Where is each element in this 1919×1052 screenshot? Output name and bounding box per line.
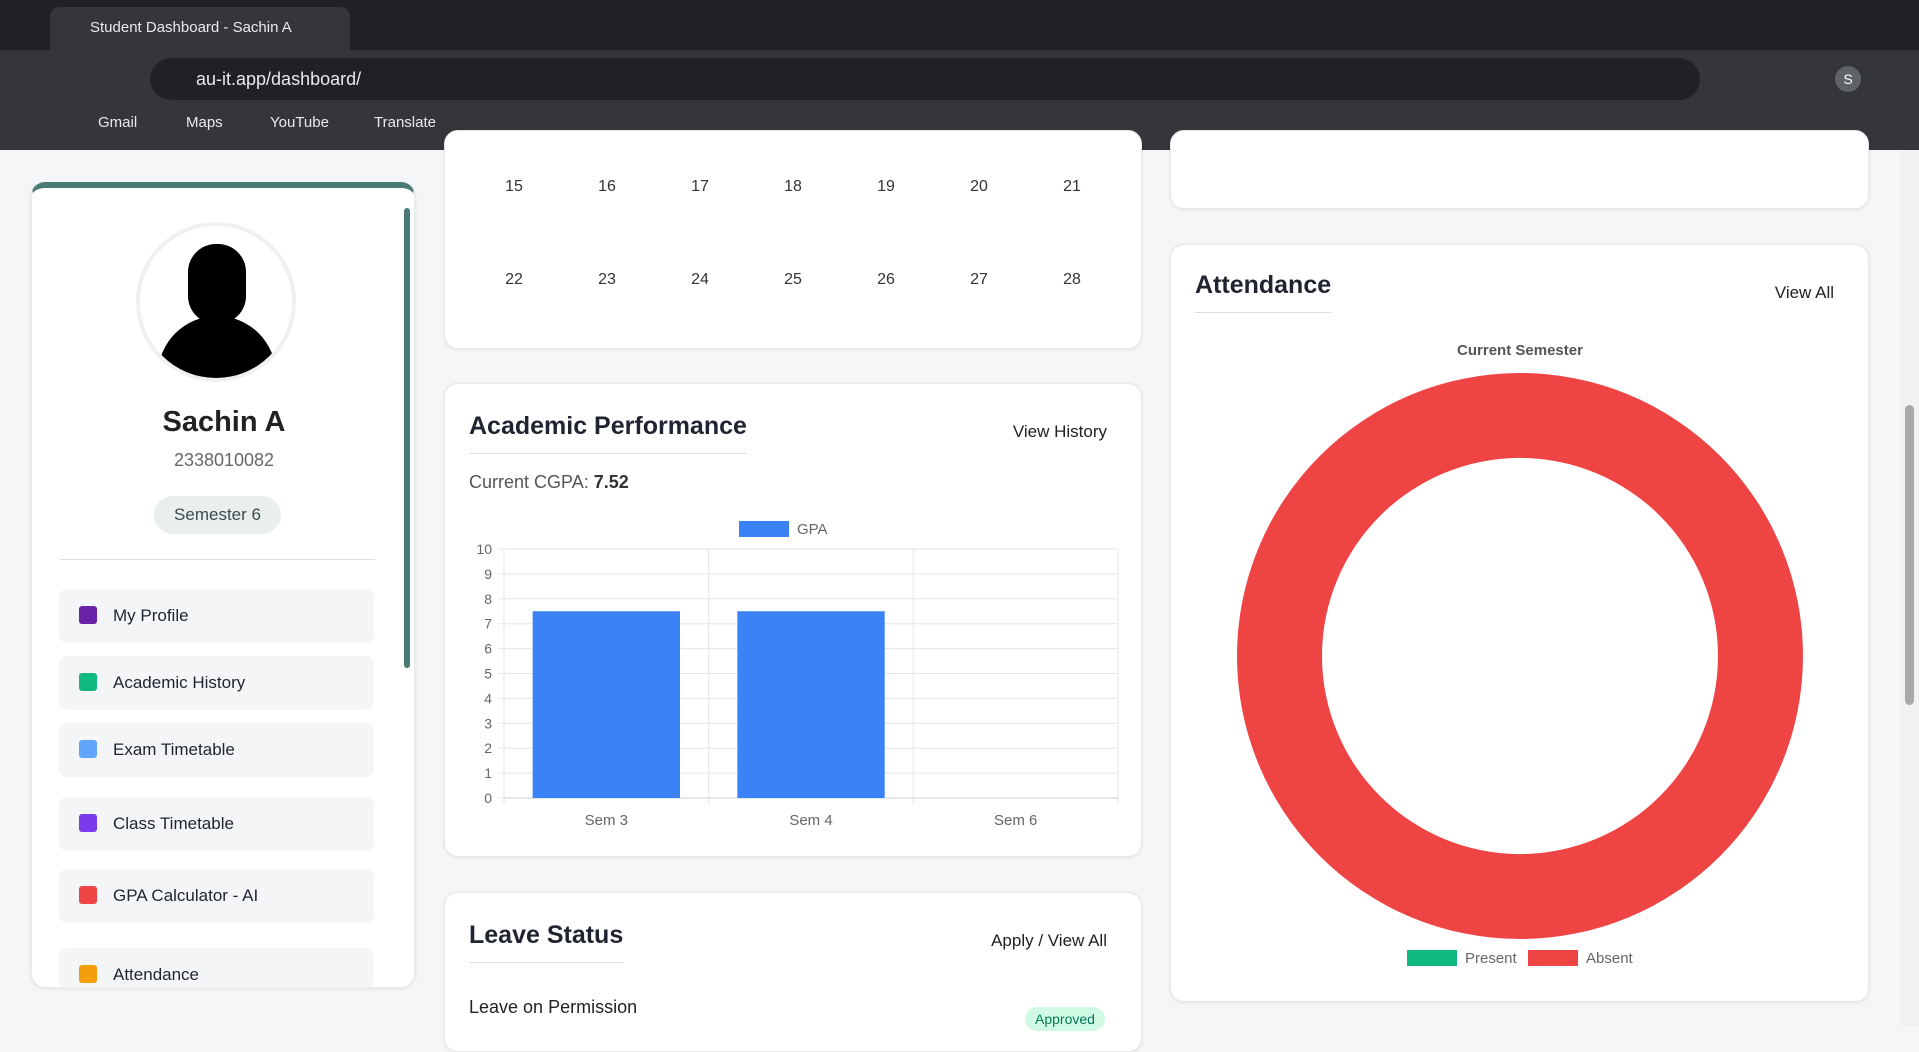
bookmark[interactable]: YouTube xyxy=(270,114,329,131)
address-bar[interactable]: au-it.app/dashboard/ xyxy=(150,58,1700,100)
legend-label: Absent xyxy=(1586,950,1634,967)
view-history[interactable]: View History xyxy=(1012,422,1107,441)
calendar-day[interactable]: 22 xyxy=(505,271,523,288)
student-name: Sachin A xyxy=(162,406,286,438)
y-tick-label: 9 xyxy=(484,566,492,582)
nav-item[interactable]: My Profile xyxy=(59,589,374,643)
y-tick-label: 4 xyxy=(484,690,492,706)
nav-icon xyxy=(79,965,97,983)
x-tick-label: Sem 3 xyxy=(585,812,628,829)
x-tick-label: Sem 6 xyxy=(994,812,1037,829)
cgpa: Current CGPA: 7.52 xyxy=(469,472,629,493)
nav-label: GPA Calculator - AI xyxy=(113,886,259,905)
y-tick-label: 8 xyxy=(484,591,492,607)
legend-label: Present xyxy=(1465,950,1518,967)
cgpa-label: Current CGPA: xyxy=(469,472,589,492)
nav-label: Exam Timetable xyxy=(113,740,235,759)
card-title: Leave Status xyxy=(469,921,624,963)
legend-swatch xyxy=(1407,950,1457,966)
gpa-chart: 0 1 2 3 4 5 6 7 8 9 10 GPA Sem 3 Sem 4 Sem 6 xyxy=(476,521,1119,829)
leave-status: Approved xyxy=(1025,1007,1105,1031)
y-tick-label: 10 xyxy=(476,541,492,557)
nav-icon xyxy=(79,886,97,904)
bookmark[interactable]: Maps xyxy=(186,114,223,131)
legend-swatch xyxy=(739,521,789,537)
nav-icon xyxy=(79,740,97,758)
page-scrollbar xyxy=(1900,150,1919,1026)
nav-item[interactable]: GPA Calculator - AI xyxy=(59,869,374,923)
sidebar: Sachin A 2338010082 Semester 6 xyxy=(31,182,415,988)
calendar-day[interactable]: 19 xyxy=(877,178,895,195)
card xyxy=(1170,130,1869,209)
nav-label: My Profile xyxy=(113,606,189,625)
legend-label: GPA xyxy=(797,521,828,538)
leave-card: Leave Status Apply / View All Leave on P… xyxy=(444,892,1142,1052)
y-tick-label: 2 xyxy=(484,740,492,756)
scrollbar xyxy=(404,208,410,668)
attendance-card: Attendance View All Current Semester Pres… xyxy=(1170,244,1869,1002)
y-tick-label: 5 xyxy=(484,666,492,682)
card-title: Attendance xyxy=(1195,271,1332,313)
doughnut-segment xyxy=(1237,373,1803,939)
calendar-day[interactable]: 27 xyxy=(970,271,988,288)
cgpa-value: 7.52 xyxy=(593,472,629,492)
nav-label: Class Timetable xyxy=(113,814,234,833)
bookmark[interactable]: Gmail xyxy=(98,114,138,131)
nav-icon xyxy=(79,814,97,832)
chart-title: Current Semester xyxy=(1457,342,1583,359)
divider xyxy=(60,559,375,560)
calendar-day[interactable]: 25 xyxy=(784,271,802,288)
browser-tab[interactable]: Student Dashboard - Sachin A xyxy=(50,7,350,50)
tab-title: Student Dashboard - Sachin A xyxy=(90,19,292,36)
nav-item[interactable]: Academic History xyxy=(59,656,374,710)
url: au-it.app/dashboard/ xyxy=(196,69,362,89)
avatar xyxy=(136,222,296,382)
nav-item[interactable]: Attendance xyxy=(59,948,374,988)
profile-button[interactable]: S xyxy=(1835,66,1861,92)
apply-view-all[interactable]: Apply / View All xyxy=(991,931,1107,950)
bar xyxy=(737,611,885,798)
calendar-day[interactable]: 18 xyxy=(784,178,802,195)
y-tick-label: 3 xyxy=(484,715,492,731)
calendar-day[interactable]: 24 xyxy=(691,271,709,288)
view-all[interactable]: View All xyxy=(1774,283,1834,302)
student-id: 2338010082 xyxy=(173,450,275,470)
calendar-day[interactable]: 23 xyxy=(598,271,616,288)
academic-card: Academic Performance View History Curren… xyxy=(444,383,1142,857)
calendar-day[interactable]: 28 xyxy=(1063,271,1081,288)
y-tick-label: 6 xyxy=(484,641,492,657)
calendar-day[interactable]: 26 xyxy=(877,271,895,288)
calendar-day[interactable]: 15 xyxy=(505,178,523,195)
x-tick-label: Sem 4 xyxy=(789,812,832,829)
calendar-day[interactable]: 21 xyxy=(1063,178,1081,195)
calendar-card xyxy=(444,130,1142,349)
card-title: Academic Performance xyxy=(469,412,747,454)
bar xyxy=(532,611,681,798)
legend-swatch xyxy=(1528,950,1578,966)
nav-label: Attendance xyxy=(113,965,200,984)
nav-item[interactable]: Class Timetable xyxy=(59,797,374,851)
profile-initial: S xyxy=(1843,71,1853,87)
nav-item[interactable]: Exam Timetable xyxy=(59,723,374,777)
bookmark[interactable]: Translate xyxy=(374,114,436,131)
calendar-day[interactable]: 17 xyxy=(691,178,709,195)
y-tick-label: 0 xyxy=(484,790,492,806)
semester-pill: Semester 6 xyxy=(154,496,281,534)
nav-label: Academic History xyxy=(113,673,246,692)
leave-item: Leave on Permission xyxy=(469,997,638,1017)
y-tick-label: 1 xyxy=(484,765,492,781)
calendar-day[interactable]: 20 xyxy=(970,178,988,195)
calendar-day[interactable]: 16 xyxy=(598,178,616,195)
attendance-chart: Current Semester Present Absent xyxy=(1237,342,1803,967)
nav-icon xyxy=(79,673,97,691)
nav-icon xyxy=(79,606,97,624)
y-tick-label: 7 xyxy=(484,616,492,632)
